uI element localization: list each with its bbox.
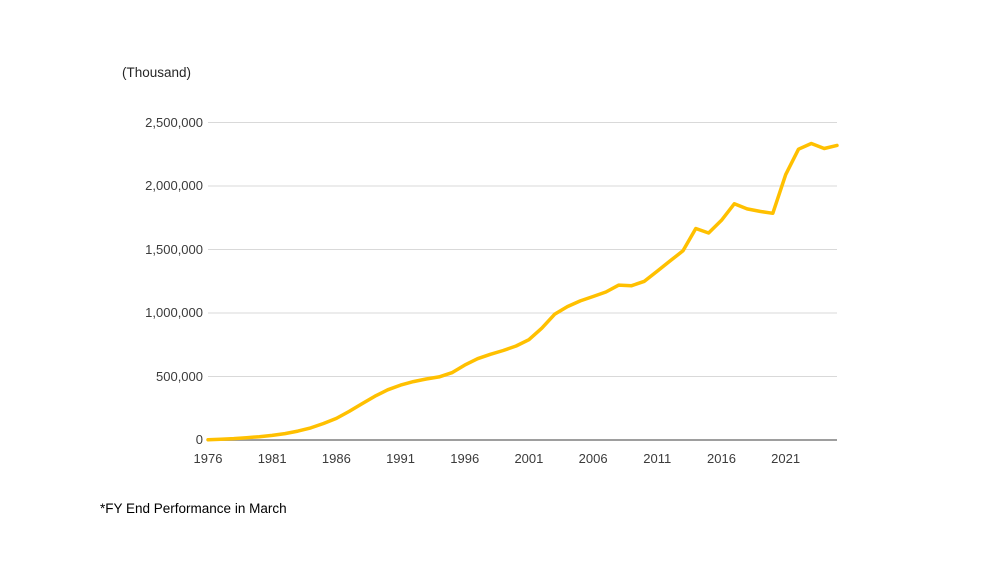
- x-tick-label: 1981: [257, 451, 287, 466]
- x-tick-label: 2011: [643, 451, 672, 466]
- y-tick-label: 1,000,000: [145, 305, 203, 320]
- y-tick-label: 2,500,000: [145, 114, 203, 130]
- y-tick-label: 1,500,000: [145, 241, 203, 257]
- x-tick-label: 1996: [450, 451, 480, 466]
- y-tick-label: 0: [195, 432, 203, 447]
- x-tick-label: 2021: [771, 451, 801, 466]
- y-tick-label: 2,000,000: [145, 178, 203, 193]
- chart-footnote: *FY End Performance in March: [100, 501, 287, 516]
- x-tick-label: 2006: [578, 451, 608, 466]
- x-tick-label: 2001: [514, 451, 544, 466]
- x-tick-label: 1986: [321, 451, 351, 466]
- y-axis-unit-label: (Thousand): [122, 65, 192, 80]
- y-tick-label: 500,000: [156, 368, 203, 384]
- x-tick-label: 1991: [386, 451, 415, 466]
- x-tick-label: 1976: [193, 451, 223, 466]
- data-series-line: [206, 141, 839, 442]
- x-tick-label: 2016: [707, 451, 736, 466]
